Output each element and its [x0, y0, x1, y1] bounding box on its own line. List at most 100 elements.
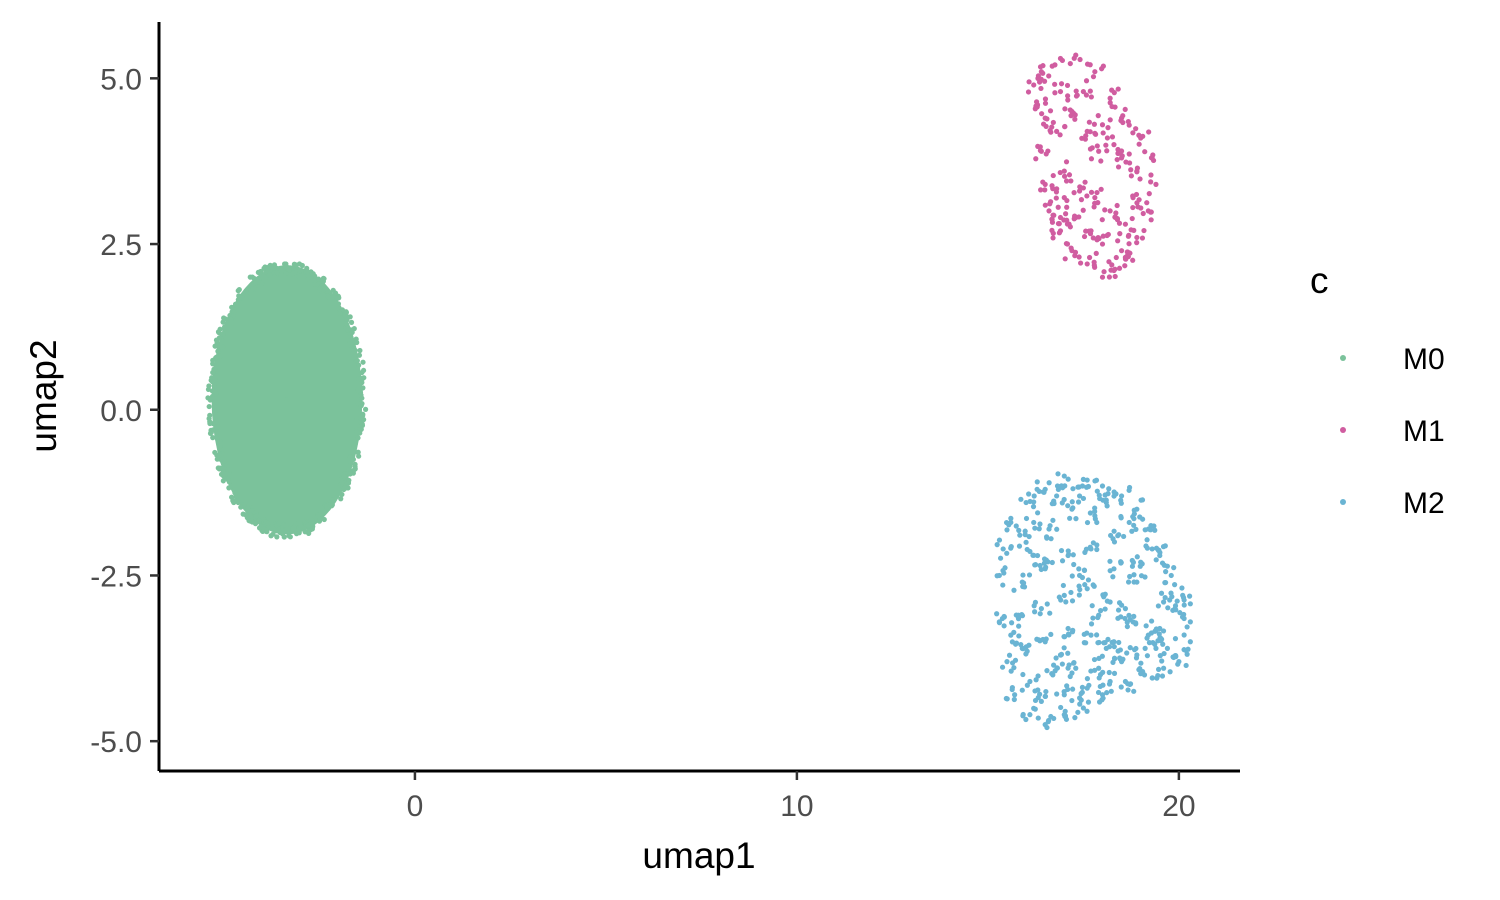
data-point-m2: [1131, 688, 1137, 694]
data-point-m2: [1153, 645, 1159, 651]
data-point-m2: [1088, 632, 1094, 638]
data-point-m1: [1099, 274, 1106, 280]
data-point-m1: [1083, 133, 1089, 139]
data-point-m2: [1040, 489, 1046, 495]
data-point-m0: [316, 285, 323, 292]
data-point-m1: [1139, 235, 1146, 241]
data-point-m2: [1084, 676, 1091, 682]
legend-label-m2: M2: [1403, 487, 1445, 520]
data-point-m0: [349, 337, 355, 343]
data-point-m2: [1076, 493, 1083, 499]
data-point-m0: [281, 534, 287, 540]
data-point-m1: [1093, 250, 1099, 256]
data-point-m0: [236, 287, 242, 293]
data-point-m0: [299, 262, 305, 269]
data-point-m1: [1033, 103, 1039, 109]
data-point-m2: [1069, 573, 1075, 579]
data-point-m1: [1035, 75, 1041, 81]
data-point-m1: [1115, 86, 1121, 92]
data-point-m2: [1181, 632, 1187, 638]
data-point-m0: [214, 373, 220, 379]
data-point-m2: [1023, 716, 1029, 723]
data-point-m2: [1046, 717, 1052, 724]
data-point-m2: [1133, 645, 1139, 652]
data-point-m2: [1020, 671, 1026, 678]
data-point-m2: [1065, 650, 1071, 656]
data-point-m0: [216, 329, 222, 336]
legend-key-m0: [1340, 355, 1346, 361]
data-point-m2: [1015, 616, 1022, 622]
data-point-m2: [1013, 523, 1019, 529]
legend-entries: M0 M1 M2: [1340, 343, 1445, 520]
data-point-m2: [1048, 631, 1054, 637]
data-point-m1: [1098, 186, 1104, 192]
legend-title: c: [1310, 260, 1329, 301]
data-point-m2: [1148, 523, 1154, 529]
data-point-m2: [1049, 559, 1055, 566]
data-point-m2: [1087, 544, 1093, 550]
data-point-m2: [1157, 549, 1163, 556]
data-point-m1: [1091, 259, 1097, 265]
data-point-m2: [1104, 598, 1110, 604]
data-point-m2: [1180, 594, 1187, 601]
data-point-m2: [1011, 696, 1017, 703]
data-point-m2: [994, 611, 1000, 617]
data-point-m1: [1111, 90, 1117, 96]
data-point-m2: [1003, 695, 1009, 702]
data-point-m1: [1062, 106, 1068, 112]
data-point-m2: [994, 542, 1000, 548]
legend-key-m1: [1340, 427, 1346, 433]
data-point-m0: [216, 335, 222, 341]
data-point-m2: [1138, 660, 1144, 666]
data-point-m2: [1138, 497, 1144, 503]
data-point-m0: [247, 274, 253, 280]
data-point-m2: [1009, 639, 1016, 645]
data-point-m0: [235, 497, 241, 503]
data-point-m2: [1144, 545, 1150, 551]
data-point-m2: [1024, 682, 1030, 688]
data-point-m1: [1130, 204, 1136, 211]
data-point-m1: [1054, 128, 1060, 134]
data-point-m1: [1130, 257, 1136, 263]
data-point-m2: [1187, 639, 1193, 645]
data-point-m0: [284, 397, 290, 403]
data-point-m2: [1144, 653, 1151, 659]
data-point-m2: [1031, 493, 1037, 499]
data-point-m0: [242, 512, 249, 518]
data-point-m2: [1065, 476, 1071, 482]
data-point-m1: [1120, 113, 1126, 119]
data-point-m1: [1086, 254, 1093, 261]
data-point-m1: [1025, 89, 1032, 95]
data-point-m0: [216, 344, 222, 350]
data-point-m2: [1006, 652, 1013, 658]
data-point-m1: [1058, 81, 1065, 87]
data-point-m2: [1000, 546, 1006, 552]
data-point-m0: [351, 348, 357, 354]
data-point-m1: [1130, 130, 1136, 136]
data-point-m2: [1016, 633, 1022, 639]
data-point-m1: [1087, 62, 1093, 68]
data-point-m1: [1092, 69, 1098, 75]
data-point-m2: [1104, 690, 1110, 696]
data-point-m0: [207, 430, 214, 437]
data-point-m0: [297, 268, 303, 274]
data-point-m2: [1058, 704, 1064, 711]
data-point-m2: [1018, 496, 1024, 502]
data-point-m2: [1073, 665, 1079, 671]
data-point-m0: [231, 309, 237, 315]
data-point-m0: [257, 269, 263, 275]
data-point-m1: [1077, 184, 1083, 190]
data-point-m1: [1128, 173, 1134, 179]
data-point-m2: [1016, 527, 1022, 533]
data-point-m0: [335, 301, 342, 307]
data-point-m1: [1047, 108, 1054, 114]
data-point-m2: [1061, 634, 1067, 640]
data-point-m1: [1026, 79, 1032, 85]
data-point-m2: [1043, 534, 1050, 540]
data-point-m1: [1084, 193, 1090, 199]
data-point-m1: [1142, 149, 1148, 155]
data-point-m2: [1091, 656, 1098, 663]
data-point-m1: [1067, 107, 1073, 113]
data-point-m1: [1080, 88, 1086, 95]
